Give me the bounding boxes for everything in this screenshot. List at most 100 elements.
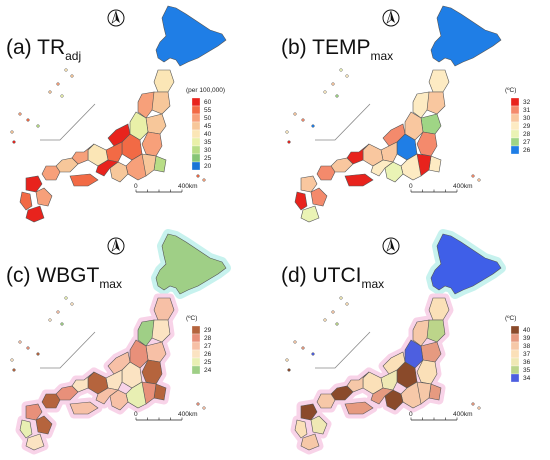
panel-a: (a) TRadj (per 100,000) 60555045403530252… bbox=[6, 5, 227, 223]
legend-label: 30 bbox=[204, 147, 212, 154]
prefecture bbox=[141, 131, 163, 157]
legend-unit: (ºC) bbox=[505, 315, 516, 322]
prefecture-hokkaido bbox=[155, 5, 227, 67]
scale-label-start: 0 bbox=[134, 183, 138, 190]
legend-label: 60 bbox=[204, 99, 212, 106]
prefecture bbox=[412, 91, 430, 119]
island bbox=[18, 340, 22, 344]
prefecture-hokkaido bbox=[430, 233, 502, 295]
island bbox=[331, 82, 335, 86]
island bbox=[202, 406, 206, 410]
panel-d-title: (d) UTCImax bbox=[281, 264, 384, 291]
island bbox=[60, 322, 64, 326]
island bbox=[339, 296, 343, 300]
scale-label-end: 400km bbox=[453, 411, 473, 418]
panel-b-title: (b) TEMPmax bbox=[281, 36, 393, 63]
legend-swatch bbox=[510, 129, 520, 139]
prefecture bbox=[370, 387, 394, 405]
island bbox=[26, 346, 30, 350]
island bbox=[335, 322, 339, 326]
north-arrow-icon bbox=[107, 237, 125, 255]
legend-swatch bbox=[191, 121, 201, 131]
legend-label: 27 bbox=[204, 343, 212, 350]
legend-swatch bbox=[191, 333, 201, 343]
scale-label-start: 0 bbox=[134, 411, 138, 418]
island bbox=[345, 74, 349, 78]
island bbox=[36, 352, 40, 356]
legend-swatch bbox=[191, 349, 201, 359]
legend-swatch bbox=[191, 357, 201, 367]
legend-swatch bbox=[191, 145, 201, 155]
prefecture bbox=[416, 131, 438, 157]
legend-label: 29 bbox=[523, 123, 531, 130]
island bbox=[293, 340, 297, 344]
panel-a-title: (a) TRadj bbox=[6, 36, 81, 63]
legend-swatch bbox=[191, 97, 201, 107]
island bbox=[331, 310, 335, 314]
island bbox=[70, 74, 74, 78]
island bbox=[345, 302, 349, 306]
island bbox=[477, 406, 481, 410]
legend-label: 26 bbox=[204, 351, 212, 358]
prefecture bbox=[137, 91, 155, 119]
island bbox=[48, 318, 52, 322]
scale-label-end: 400km bbox=[178, 411, 198, 418]
island bbox=[196, 402, 200, 406]
island bbox=[287, 368, 291, 372]
prefecture bbox=[316, 165, 336, 181]
legend-label: 40 bbox=[523, 327, 531, 334]
island bbox=[36, 124, 40, 128]
legend-label: 36 bbox=[523, 359, 531, 366]
prefecture bbox=[344, 401, 374, 415]
legend-label: 35 bbox=[204, 139, 212, 146]
prefecture bbox=[428, 69, 450, 93]
legend-label: 30 bbox=[523, 115, 531, 122]
legend-label: 25 bbox=[204, 155, 212, 162]
prefecture bbox=[71, 371, 95, 393]
prefecture bbox=[346, 371, 370, 393]
legend-swatch bbox=[191, 113, 201, 123]
prefecture bbox=[35, 415, 53, 435]
prefecture bbox=[41, 165, 61, 181]
legend-swatch bbox=[191, 341, 201, 351]
legend-label: 55 bbox=[204, 107, 212, 114]
legend-label: 25 bbox=[204, 359, 212, 366]
legend-swatch bbox=[191, 105, 201, 115]
island bbox=[323, 90, 327, 94]
scale-label-end: 400km bbox=[178, 183, 198, 190]
scale-label-end: 400km bbox=[453, 183, 473, 190]
scale-bar: 0 400km bbox=[134, 411, 198, 421]
scale-label-start: 0 bbox=[409, 183, 413, 190]
prefecture bbox=[35, 187, 53, 207]
prefecture bbox=[346, 143, 370, 165]
scale-bar: 0 400km bbox=[409, 411, 473, 421]
prefecture-hokkaido bbox=[155, 233, 227, 295]
legend-unit: (ºC) bbox=[505, 87, 516, 94]
prefecture bbox=[69, 173, 99, 187]
prefecture bbox=[344, 173, 374, 187]
prefecture bbox=[95, 387, 119, 405]
north-arrow-icon bbox=[107, 9, 125, 27]
prefecture bbox=[71, 143, 95, 165]
prefecture bbox=[300, 205, 320, 223]
prefecture bbox=[69, 401, 99, 415]
legend-label: 28 bbox=[204, 335, 212, 342]
legend-label: 24 bbox=[204, 367, 212, 374]
legend-swatch bbox=[510, 365, 520, 375]
prefecture bbox=[41, 393, 61, 409]
island bbox=[293, 112, 297, 116]
legend-swatch bbox=[510, 97, 520, 107]
legend-swatch bbox=[191, 153, 201, 163]
prefecture bbox=[370, 159, 394, 177]
legend-swatch bbox=[510, 349, 520, 359]
legend-unit: (ºC) bbox=[186, 315, 197, 322]
island bbox=[285, 358, 289, 362]
legend-label: 38 bbox=[523, 343, 531, 350]
legend-swatch bbox=[510, 113, 520, 123]
legend-label: 40 bbox=[204, 131, 212, 138]
prefecture bbox=[25, 403, 43, 421]
